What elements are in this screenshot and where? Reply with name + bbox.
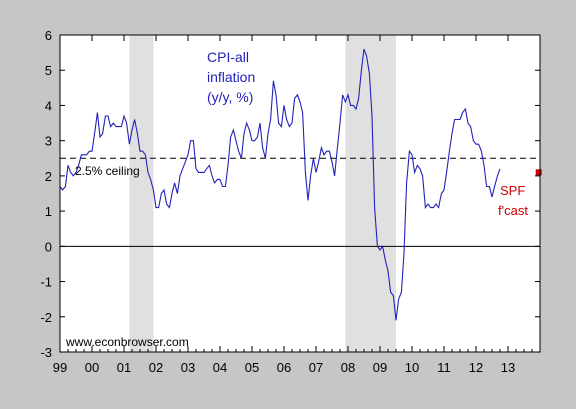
x-tick-label: 03	[181, 360, 195, 375]
y-tick-label: 6	[45, 28, 52, 43]
y-tick-label: 1	[45, 204, 52, 219]
ceiling-label: 2.5% ceiling	[75, 164, 140, 178]
y-tick-label: 4	[45, 98, 52, 113]
x-tick-label: 13	[501, 360, 515, 375]
x-tick-label: 09	[373, 360, 387, 375]
y-tick-label: 3	[45, 134, 52, 149]
x-tick-label: 10	[405, 360, 419, 375]
recession-band	[129, 35, 154, 352]
x-tick-label: 06	[277, 360, 291, 375]
series-group	[59, 48, 542, 321]
recession-band	[345, 35, 396, 352]
x-tick-label: 01	[117, 360, 131, 375]
spf-forecast-point	[535, 169, 542, 176]
series-label-line-3: (y/y, %)	[207, 89, 253, 105]
x-tick-label: 04	[213, 360, 227, 375]
series-label-line-2: inflation	[207, 69, 255, 85]
source-label: www.econbrowser.com	[65, 335, 189, 349]
x-tick-label: 99	[53, 360, 67, 375]
x-tick-label: 02	[149, 360, 163, 375]
series-line-cpi	[59, 48, 501, 321]
series-label: CPI-all inflation (y/y, %)	[207, 49, 259, 105]
series-label-line-1: CPI-all	[207, 49, 249, 65]
y-tick-label: -3	[40, 345, 52, 360]
x-tick-label: 00	[85, 360, 99, 375]
recession-shading	[129, 35, 396, 352]
y-tick-label: -2	[40, 310, 52, 325]
x-tick-label: 07	[309, 360, 323, 375]
y-tick-label: 2	[45, 169, 52, 184]
y-tick-label: 5	[45, 63, 52, 78]
y-tick-label: -1	[40, 275, 52, 290]
x-tick-label: 08	[341, 360, 355, 375]
spf-label: SPF f'cast	[498, 183, 529, 218]
reference-lines	[60, 157, 540, 247]
x-tick-label: 05	[245, 360, 259, 375]
y-tick-label: 0	[45, 239, 52, 254]
x-tick-label: 12	[469, 360, 483, 375]
spf-label-line-2: f'cast	[498, 203, 528, 218]
spf-label-line-1: SPF	[500, 183, 525, 198]
x-tick-label: 11	[437, 360, 451, 375]
